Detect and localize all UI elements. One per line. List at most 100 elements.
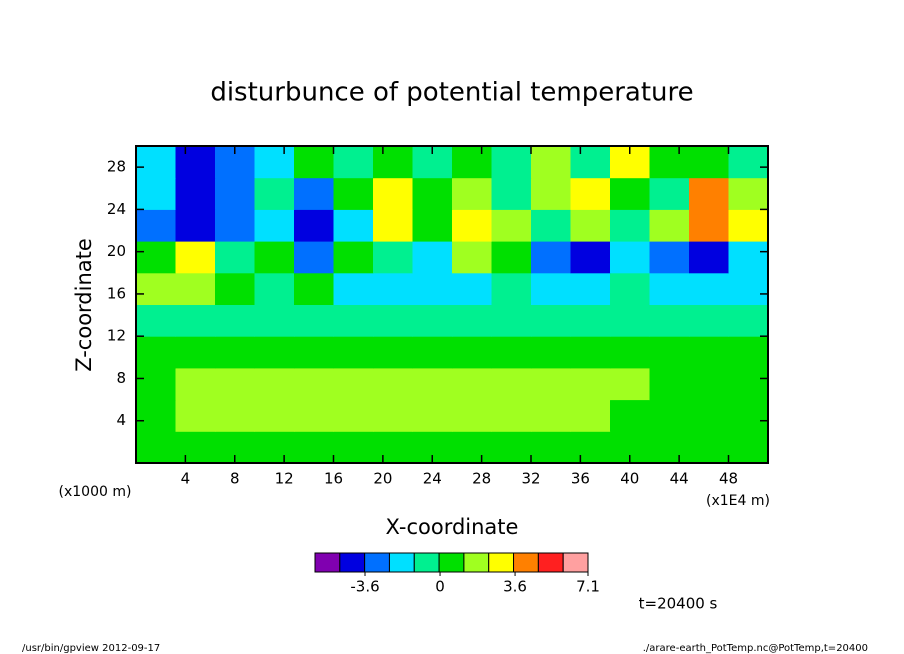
contour-cell bbox=[491, 367, 532, 401]
chart-title: disturbunce of potential temperature bbox=[210, 78, 693, 108]
contour-cell bbox=[373, 336, 413, 369]
x-tick-label: 24 bbox=[423, 470, 442, 488]
colorbar-tick-label: -3.6 bbox=[350, 578, 379, 596]
contour-cell bbox=[649, 146, 690, 179]
contour-cell bbox=[570, 399, 611, 432]
contour-cell bbox=[175, 399, 216, 432]
y-tick-label: 12 bbox=[107, 327, 126, 345]
colorbar-tick-label: 0 bbox=[435, 578, 445, 596]
contour-cell bbox=[254, 209, 295, 242]
contour-cell bbox=[728, 431, 769, 464]
colorbar-tick-label: 7.1 bbox=[576, 578, 600, 596]
contour-cell bbox=[215, 304, 255, 337]
contour-cell bbox=[175, 177, 216, 210]
contour-cell bbox=[491, 241, 532, 274]
contour-cell bbox=[294, 336, 334, 369]
contour-cell bbox=[649, 367, 690, 401]
contour-cell bbox=[452, 431, 492, 464]
contour-cell bbox=[412, 241, 453, 274]
x-tick-label: 36 bbox=[571, 470, 590, 488]
contour-cell bbox=[254, 336, 295, 369]
contour-cell bbox=[452, 272, 492, 305]
contour-cell bbox=[689, 431, 729, 464]
contour-cell bbox=[333, 209, 374, 242]
contour-cell bbox=[333, 177, 374, 210]
contour-cell bbox=[136, 304, 176, 337]
contour-cell bbox=[254, 367, 295, 401]
contour-cell bbox=[136, 146, 176, 179]
colorbar-box bbox=[463, 552, 490, 573]
colorbar-box bbox=[413, 552, 440, 573]
contour-cell bbox=[570, 241, 611, 274]
colorbar-box bbox=[537, 552, 564, 573]
contour-cell bbox=[254, 146, 295, 179]
contour-cell bbox=[610, 304, 650, 337]
contour-cell bbox=[294, 431, 334, 464]
contour-cell bbox=[649, 209, 690, 242]
x-tick-label: 28 bbox=[472, 470, 491, 488]
contour-cell bbox=[531, 146, 571, 179]
contour-cell bbox=[728, 209, 769, 242]
contour-cell bbox=[649, 399, 690, 432]
contour-cell bbox=[333, 241, 374, 274]
y-tick-label: 20 bbox=[107, 242, 126, 260]
contour-cell bbox=[570, 367, 611, 401]
colorbar-box bbox=[339, 552, 366, 573]
contour-cell bbox=[175, 209, 216, 242]
contour-cell bbox=[254, 304, 295, 337]
contour-cell bbox=[491, 336, 532, 369]
colorbar-box bbox=[314, 552, 341, 573]
contour-cell bbox=[452, 304, 492, 337]
contour-cell bbox=[452, 146, 492, 179]
contour-cell bbox=[610, 367, 650, 401]
contour-cell bbox=[254, 241, 295, 274]
colorbar-tick-label: 3.6 bbox=[503, 578, 527, 596]
contour-cell bbox=[333, 367, 374, 401]
contour-cell bbox=[412, 399, 453, 432]
x-tick-label: 40 bbox=[620, 470, 639, 488]
colorbar-box bbox=[513, 552, 539, 573]
colorbar-box bbox=[562, 552, 589, 573]
contour-cell bbox=[610, 399, 650, 432]
contour-cell bbox=[728, 367, 769, 401]
contour-cell bbox=[531, 272, 571, 305]
contour-cell bbox=[689, 241, 729, 274]
contour-cell bbox=[294, 304, 334, 337]
x-tick-label: 20 bbox=[373, 470, 392, 488]
contour-cell bbox=[333, 431, 374, 464]
contour-cell bbox=[333, 146, 374, 179]
contour-cell bbox=[728, 304, 769, 337]
x-tick-label: 16 bbox=[324, 470, 343, 488]
contour-cell bbox=[649, 272, 690, 305]
plot-frame bbox=[135, 145, 769, 464]
contour-cell bbox=[136, 367, 176, 401]
contour-cell bbox=[491, 304, 532, 337]
contour-cell bbox=[689, 209, 729, 242]
contour-cell bbox=[215, 399, 255, 432]
colorbar-box bbox=[488, 552, 515, 573]
contour-cell bbox=[294, 177, 334, 210]
contour-cell bbox=[491, 431, 532, 464]
contour-cell bbox=[254, 431, 295, 464]
contour-cell bbox=[373, 399, 413, 432]
contour-cell bbox=[570, 209, 611, 242]
y-tick-label: 4 bbox=[116, 411, 126, 429]
contour-cell bbox=[531, 241, 571, 274]
contour-cell bbox=[570, 177, 611, 210]
contour-cell bbox=[728, 177, 769, 210]
contour-cell bbox=[412, 209, 453, 242]
contour-cell bbox=[570, 304, 611, 337]
contour-cell bbox=[570, 272, 611, 305]
contour-cell bbox=[294, 146, 334, 179]
contour-cell bbox=[649, 241, 690, 274]
contour-cell bbox=[175, 146, 216, 179]
contour-cell bbox=[689, 399, 729, 432]
contour-cell bbox=[491, 146, 532, 179]
contour-cell bbox=[294, 399, 334, 432]
y-tick-label: 16 bbox=[107, 284, 126, 302]
contour-cell bbox=[373, 241, 413, 274]
contour-cell bbox=[412, 367, 453, 401]
contour-cell bbox=[491, 177, 532, 210]
contour-cell bbox=[728, 399, 769, 432]
contour-cell bbox=[531, 336, 571, 369]
